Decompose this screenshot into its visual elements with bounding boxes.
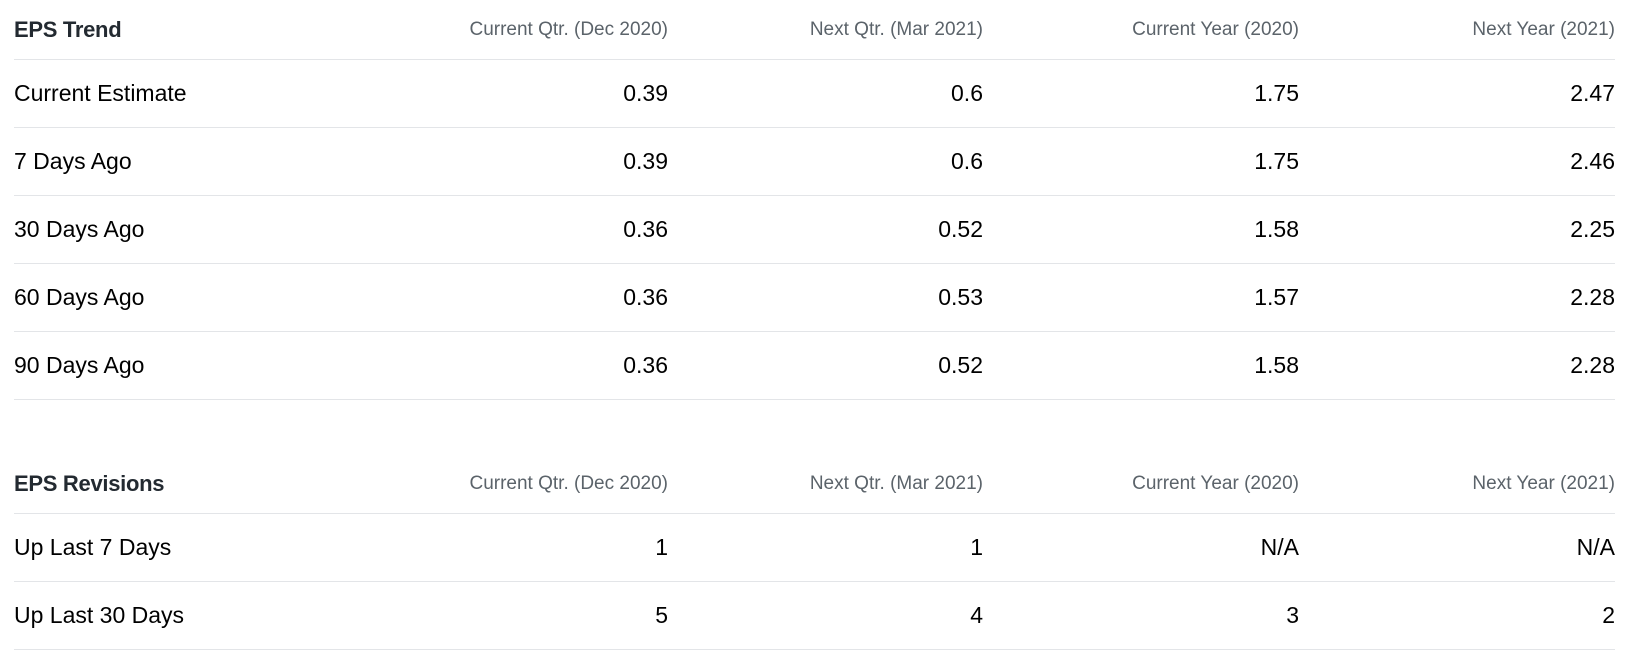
table-row: Up Last 30 Days 5 4 3 2 (14, 581, 1615, 650)
eps-trend-table: EPS Trend Current Qtr. (Dec 2020) Next Q… (14, 0, 1615, 400)
table-cell: 0.53 (668, 263, 983, 332)
table-cell: 2 (1299, 581, 1615, 650)
table-cell: 2.46 (1299, 127, 1615, 196)
table-cell: 1 (338, 513, 668, 582)
row-label: Current Estimate (14, 59, 338, 128)
table-row: 7 Days Ago 0.39 0.6 1.75 2.46 (14, 127, 1615, 196)
eps-trend-title: EPS Trend (14, 0, 338, 60)
column-header: Current Qtr. (Dec 2020) (338, 0, 668, 60)
eps-revisions-table: EPS Revisions Current Qtr. (Dec 2020) Ne… (14, 454, 1615, 650)
table-cell: 1.58 (983, 331, 1299, 400)
table-cell: 5 (338, 581, 668, 650)
row-label: 60 Days Ago (14, 263, 338, 332)
row-label: 90 Days Ago (14, 331, 338, 400)
column-header: Current Qtr. (Dec 2020) (338, 454, 668, 514)
table-header-row: EPS Revisions Current Qtr. (Dec 2020) Ne… (14, 454, 1615, 514)
table-cell: 2.47 (1299, 59, 1615, 128)
column-header: Current Year (2020) (983, 0, 1299, 60)
column-header: Next Year (2021) (1299, 454, 1615, 514)
table-cell: 0.6 (668, 127, 983, 196)
row-label: 30 Days Ago (14, 195, 338, 264)
column-header: Current Year (2020) (983, 454, 1299, 514)
table-cell: 0.52 (668, 195, 983, 264)
table-cell: 3 (983, 581, 1299, 650)
column-header: Next Qtr. (Mar 2021) (668, 454, 983, 514)
table-cell: 0.52 (668, 331, 983, 400)
column-header: Next Qtr. (Mar 2021) (668, 0, 983, 60)
table-cell: 0.39 (338, 59, 668, 128)
table-cell: N/A (1299, 513, 1615, 582)
table-cell: 0.39 (338, 127, 668, 196)
table-cell: N/A (983, 513, 1299, 582)
table-row: Up Last 7 Days 1 1 N/A N/A (14, 513, 1615, 582)
table-cell: 0.36 (338, 195, 668, 264)
table-row: Current Estimate 0.39 0.6 1.75 2.47 (14, 59, 1615, 128)
table-cell: 2.25 (1299, 195, 1615, 264)
table-header-row: EPS Trend Current Qtr. (Dec 2020) Next Q… (14, 0, 1615, 60)
row-label: Up Last 30 Days (14, 581, 338, 650)
table-row: 60 Days Ago 0.36 0.53 1.57 2.28 (14, 263, 1615, 332)
row-label: Up Last 7 Days (14, 513, 338, 582)
table-cell: 1 (668, 513, 983, 582)
table-cell: 1.75 (983, 59, 1299, 128)
table-cell: 2.28 (1299, 331, 1615, 400)
table-cell: 0.36 (338, 263, 668, 332)
table-cell: 4 (668, 581, 983, 650)
column-header: Next Year (2021) (1299, 0, 1615, 60)
eps-revisions-title: EPS Revisions (14, 454, 338, 514)
table-cell: 1.75 (983, 127, 1299, 196)
table-cell: 1.57 (983, 263, 1299, 332)
row-label: 7 Days Ago (14, 127, 338, 196)
table-cell: 0.36 (338, 331, 668, 400)
table-row: 90 Days Ago 0.36 0.52 1.58 2.28 (14, 331, 1615, 400)
table-cell: 2.28 (1299, 263, 1615, 332)
table-cell: 1.58 (983, 195, 1299, 264)
table-cell: 0.6 (668, 59, 983, 128)
table-row: 30 Days Ago 0.36 0.52 1.58 2.25 (14, 195, 1615, 264)
